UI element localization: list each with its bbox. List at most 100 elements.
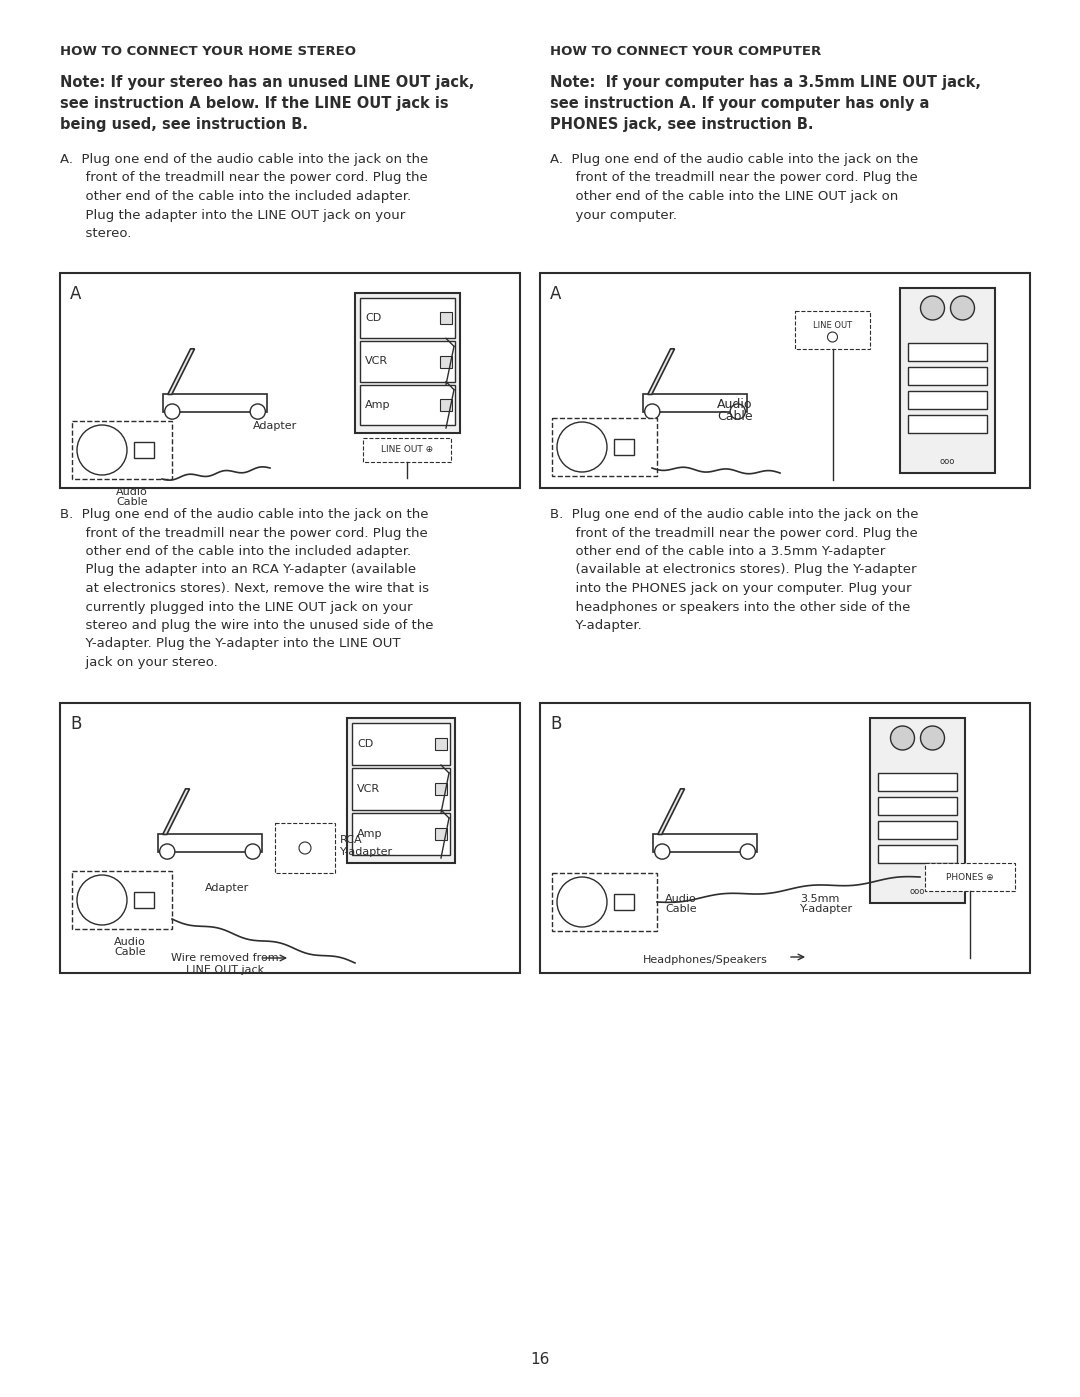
Bar: [540, 703, 1030, 972]
Text: A: A: [550, 285, 562, 303]
Bar: [908, 344, 987, 360]
Bar: [352, 813, 450, 855]
Text: HOW TO CONNECT YOUR HOME STEREO: HOW TO CONNECT YOUR HOME STEREO: [60, 45, 356, 59]
Bar: [540, 272, 1030, 488]
Bar: [878, 773, 957, 791]
Bar: [134, 441, 154, 458]
Bar: [552, 873, 657, 930]
Text: Cable: Cable: [117, 497, 148, 507]
Bar: [360, 298, 455, 338]
Circle shape: [920, 296, 945, 320]
Text: PHONES ⊕: PHONES ⊕: [946, 873, 994, 882]
Text: A.  Plug one end of the audio cable into the jack on the
      front of the trea: A. Plug one end of the audio cable into …: [60, 154, 429, 240]
Text: Audio: Audio: [117, 488, 148, 497]
Bar: [652, 834, 757, 852]
Circle shape: [891, 726, 915, 750]
Bar: [72, 870, 172, 929]
Bar: [908, 415, 987, 433]
Circle shape: [557, 422, 607, 472]
Circle shape: [557, 877, 607, 928]
Circle shape: [654, 844, 670, 859]
Text: Adapter: Adapter: [205, 883, 249, 893]
Bar: [924, 863, 1015, 891]
Bar: [615, 439, 634, 455]
Text: CD: CD: [365, 313, 381, 323]
Bar: [440, 355, 453, 367]
Bar: [435, 828, 447, 840]
Text: B.  Plug one end of the audio cable into the jack on the
      front of the trea: B. Plug one end of the audio cable into …: [60, 509, 433, 669]
Text: A.  Plug one end of the audio cable into the jack on the
      front of the trea: A. Plug one end of the audio cable into …: [550, 154, 918, 222]
Bar: [878, 821, 957, 840]
Polygon shape: [167, 349, 194, 394]
Text: Note: If your stereo has an unused LINE OUT jack,
see instruction A below. If th: Note: If your stereo has an unused LINE …: [60, 75, 474, 131]
Bar: [60, 272, 519, 488]
Text: Y-adapter: Y-adapter: [800, 904, 853, 914]
Circle shape: [251, 404, 266, 419]
Circle shape: [827, 332, 837, 342]
Polygon shape: [658, 789, 685, 834]
Circle shape: [645, 404, 660, 419]
Bar: [878, 798, 957, 814]
Text: ooo: ooo: [909, 887, 926, 895]
Bar: [360, 384, 455, 425]
Bar: [72, 420, 172, 479]
Bar: [60, 703, 519, 972]
Bar: [870, 718, 966, 902]
Bar: [440, 398, 453, 411]
Text: B: B: [70, 715, 81, 733]
Bar: [275, 823, 335, 873]
Text: Audio: Audio: [114, 937, 146, 947]
Text: A: A: [70, 285, 81, 303]
Polygon shape: [163, 789, 190, 834]
Text: Headphones/Speakers: Headphones/Speakers: [643, 956, 768, 965]
Bar: [900, 288, 995, 474]
Text: Y-adapter: Y-adapter: [340, 847, 393, 856]
Text: Cable: Cable: [114, 947, 146, 957]
Bar: [347, 718, 455, 863]
Text: Adapter: Adapter: [253, 420, 297, 432]
Text: B.  Plug one end of the audio cable into the jack on the
      front of the trea: B. Plug one end of the audio cable into …: [550, 509, 918, 631]
Bar: [908, 367, 987, 386]
Circle shape: [920, 726, 945, 750]
Text: 3.5mm: 3.5mm: [800, 894, 839, 904]
Bar: [158, 834, 262, 852]
Text: Audio: Audio: [665, 894, 697, 904]
Bar: [134, 893, 154, 908]
Polygon shape: [648, 349, 675, 394]
Bar: [352, 768, 450, 810]
Circle shape: [299, 842, 311, 854]
Bar: [363, 439, 451, 462]
Text: ooo: ooo: [940, 457, 955, 465]
Text: Note:  If your computer has a 3.5mm LINE OUT jack,
see instruction A. If your co: Note: If your computer has a 3.5mm LINE …: [550, 75, 981, 131]
Circle shape: [77, 875, 127, 925]
Bar: [878, 845, 957, 863]
Bar: [615, 894, 634, 909]
Bar: [163, 394, 267, 412]
Text: HOW TO CONNECT YOUR COMPUTER: HOW TO CONNECT YOUR COMPUTER: [550, 45, 821, 59]
Circle shape: [77, 425, 127, 475]
Text: RCA: RCA: [340, 835, 363, 845]
Text: Cable: Cable: [717, 409, 753, 423]
Text: Cable: Cable: [665, 904, 697, 914]
Circle shape: [950, 296, 974, 320]
Bar: [795, 312, 870, 349]
Text: Amp: Amp: [365, 400, 391, 409]
Bar: [360, 341, 455, 381]
Bar: [440, 312, 453, 324]
Text: CD: CD: [357, 739, 374, 749]
Bar: [552, 418, 657, 476]
Text: B: B: [550, 715, 562, 733]
Circle shape: [730, 404, 745, 419]
Bar: [643, 394, 747, 412]
Text: LINE OUT jack: LINE OUT jack: [186, 965, 265, 975]
Text: LINE OUT: LINE OUT: [813, 321, 852, 330]
Bar: [435, 738, 447, 750]
Text: 16: 16: [530, 1352, 550, 1368]
Text: VCR: VCR: [357, 784, 380, 793]
Text: Wire removed from: Wire removed from: [172, 953, 279, 963]
Circle shape: [245, 844, 260, 859]
Bar: [352, 724, 450, 766]
Circle shape: [740, 844, 755, 859]
Text: LINE OUT ⊕: LINE OUT ⊕: [381, 446, 433, 454]
Circle shape: [160, 844, 175, 859]
